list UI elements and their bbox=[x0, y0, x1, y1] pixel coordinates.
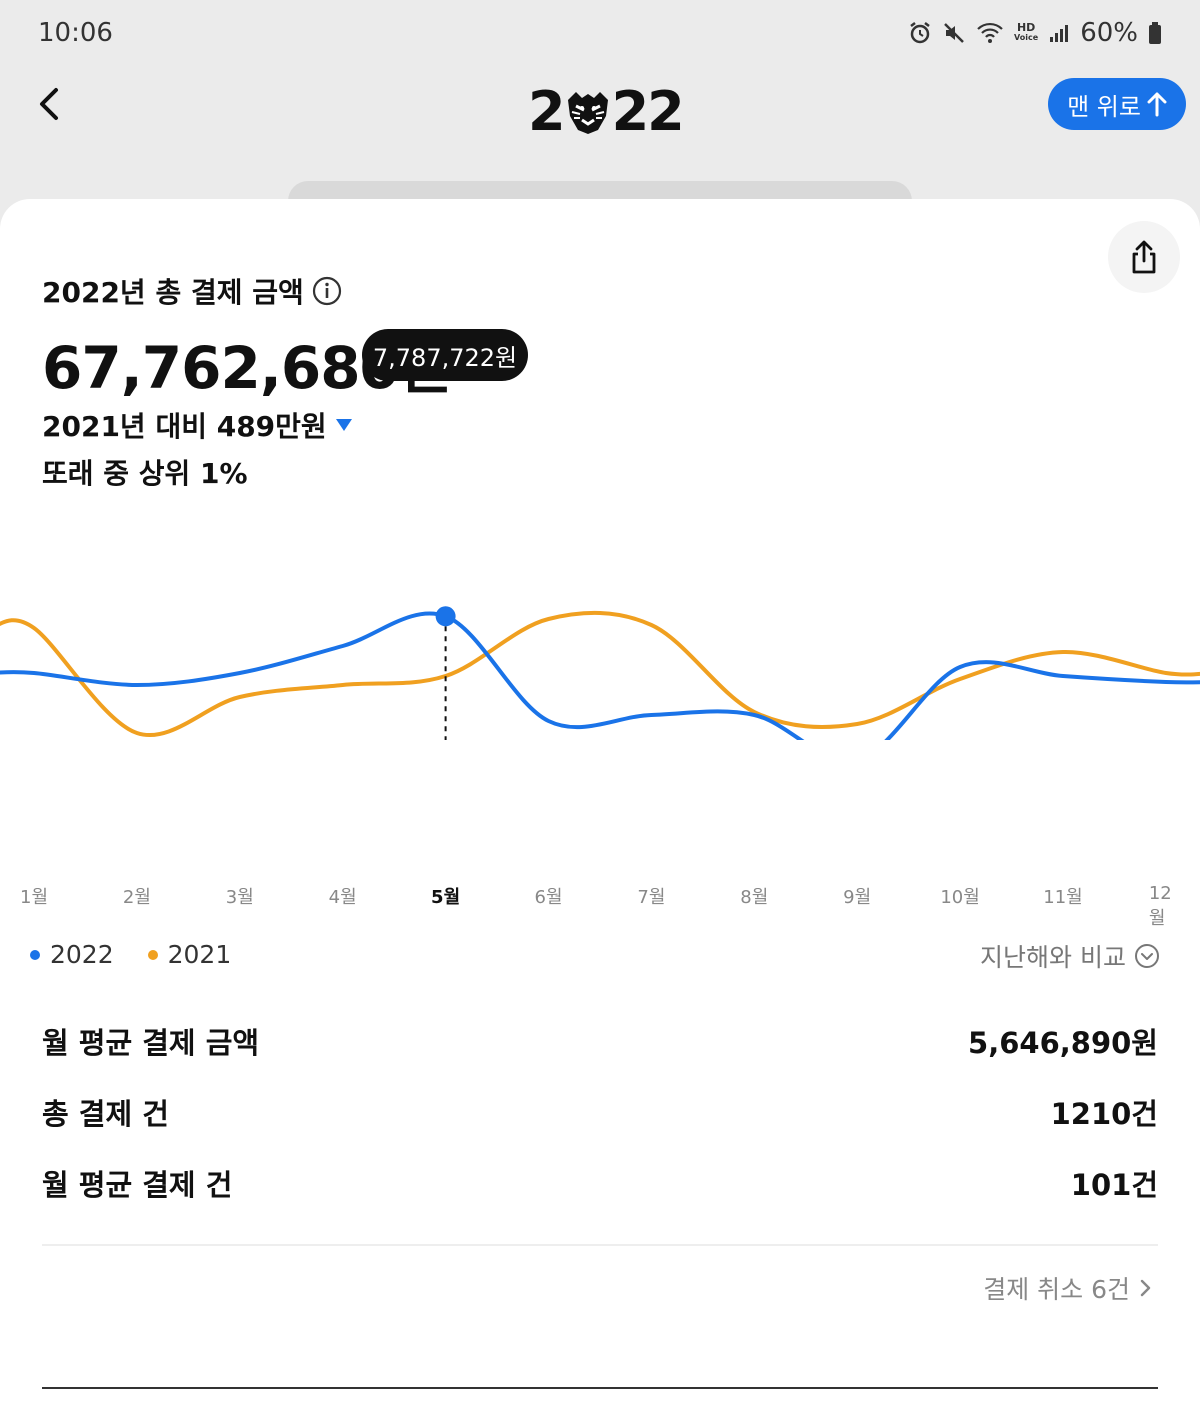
tiger-icon bbox=[567, 91, 608, 134]
series-line-2021 bbox=[0, 610, 1200, 737]
month-label[interactable]: 8월 bbox=[740, 887, 769, 908]
chevron-down-circle-icon bbox=[1135, 944, 1159, 968]
status-icons: HD Voice 60% bbox=[908, 18, 1162, 48]
series-line-2022 bbox=[0, 611, 1200, 740]
total-label: 2022년 총 결제 금액 bbox=[42, 271, 342, 311]
scroll-top-button[interactable]: 맨 위로 bbox=[1048, 78, 1186, 130]
share-icon bbox=[1132, 240, 1156, 274]
battery-icon bbox=[1149, 22, 1161, 44]
stat-row-monthly-avg-count: 월 평균 결제 건 101건 bbox=[42, 1162, 1158, 1204]
chevron-right-small-icon bbox=[1140, 1279, 1151, 1297]
year-compare-text: 2021년 대비 489만원 bbox=[42, 410, 327, 443]
hd-voice-icon: HD Voice bbox=[1014, 21, 1039, 43]
compare-last-year-button[interactable]: 지난해와 비교 bbox=[980, 938, 1160, 974]
legend-dot-2021 bbox=[147, 949, 158, 960]
logo-prefix: 2 bbox=[528, 80, 566, 143]
peer-rank: 또래 중 상위 1% bbox=[42, 457, 248, 490]
share-button[interactable] bbox=[1108, 221, 1180, 293]
battery-percent: 60% bbox=[1080, 18, 1138, 48]
month-label[interactable]: 9월 bbox=[843, 887, 872, 908]
alarm-icon bbox=[910, 22, 930, 44]
stat-label: 총 결제 건 bbox=[42, 1097, 169, 1131]
legend-label-2021: 2021 bbox=[167, 940, 232, 969]
stat-value: 5,646,890원 bbox=[968, 1026, 1158, 1060]
cancel-count-link[interactable]: 결제 취소 6건 bbox=[983, 1270, 1152, 1306]
hd-label: HD bbox=[1016, 21, 1036, 34]
stat-label: 월 평균 결제 금액 bbox=[42, 1026, 260, 1060]
month-axis: 1월 2월 3월 4월 5월 6월 7월 8월 9월 10월 11월 12월 bbox=[0, 883, 1200, 929]
mute-icon bbox=[944, 23, 964, 43]
legend-label-2022: 2022 bbox=[50, 940, 114, 969]
chevron-left-icon bbox=[40, 88, 58, 120]
monthly-chart bbox=[0, 606, 1200, 740]
month-label[interactable]: 7월 bbox=[637, 887, 666, 908]
legend-item-2021: 2021 bbox=[147, 940, 232, 969]
chart-legend: 2022 2021 bbox=[30, 940, 231, 969]
month-label[interactable]: 10월 bbox=[940, 887, 980, 908]
hd-sub-label: Voice bbox=[1014, 33, 1039, 42]
month-label[interactable]: 2월 bbox=[122, 887, 151, 908]
scroll-top-label: 맨 위로 bbox=[1067, 92, 1141, 121]
signal-icon bbox=[1050, 25, 1069, 42]
compare-last-year-label: 지난해와 비교 bbox=[980, 943, 1126, 972]
chart-tooltip: 7,787,722원 bbox=[362, 329, 528, 381]
arrow-up-icon bbox=[1147, 92, 1167, 117]
total-label-text: 2022년 총 결제 금액 bbox=[42, 276, 304, 309]
month-label[interactable]: 5월 bbox=[431, 887, 461, 908]
back-button[interactable] bbox=[30, 82, 70, 126]
status-time: 10:06 bbox=[38, 18, 113, 48]
month-label[interactable]: 12월 bbox=[1148, 883, 1172, 929]
info-icon[interactable] bbox=[312, 276, 342, 306]
divider bbox=[42, 1244, 1158, 1246]
stat-value: 1210건 bbox=[1050, 1097, 1158, 1131]
selected-point[interactable] bbox=[435, 606, 456, 627]
month-label[interactable]: 11월 bbox=[1043, 887, 1083, 908]
legend-item-2022: 2022 bbox=[30, 940, 114, 969]
legend-dot-2022 bbox=[30, 949, 40, 960]
bottom-divider bbox=[42, 1387, 1158, 1389]
logo-suffix: 22 bbox=[611, 80, 685, 143]
year-logo: 2 22 bbox=[528, 80, 685, 143]
month-label[interactable]: 4월 bbox=[328, 887, 357, 908]
cancel-count-label: 결제 취소 6건 bbox=[983, 1275, 1130, 1304]
stat-label: 월 평균 결제 건 bbox=[42, 1168, 233, 1202]
year-compare: 2021년 대비 489만원 bbox=[42, 405, 353, 445]
summary-card: 2022년 총 결제 금액 67,762,680원 2021년 대비 489만원… bbox=[0, 199, 1200, 1413]
triangle-down-icon bbox=[335, 419, 352, 431]
stat-value: 101건 bbox=[1070, 1168, 1158, 1202]
month-label[interactable]: 1월 bbox=[19, 887, 49, 908]
wifi-icon bbox=[977, 22, 1003, 43]
month-label[interactable]: 6월 bbox=[534, 887, 563, 908]
month-label[interactable]: 3월 bbox=[225, 887, 254, 908]
stat-row-total-count: 총 결제 건 1210건 bbox=[42, 1091, 1158, 1133]
stat-row-monthly-avg-amount: 월 평균 결제 금액 5,646,890원 bbox=[42, 1020, 1158, 1062]
